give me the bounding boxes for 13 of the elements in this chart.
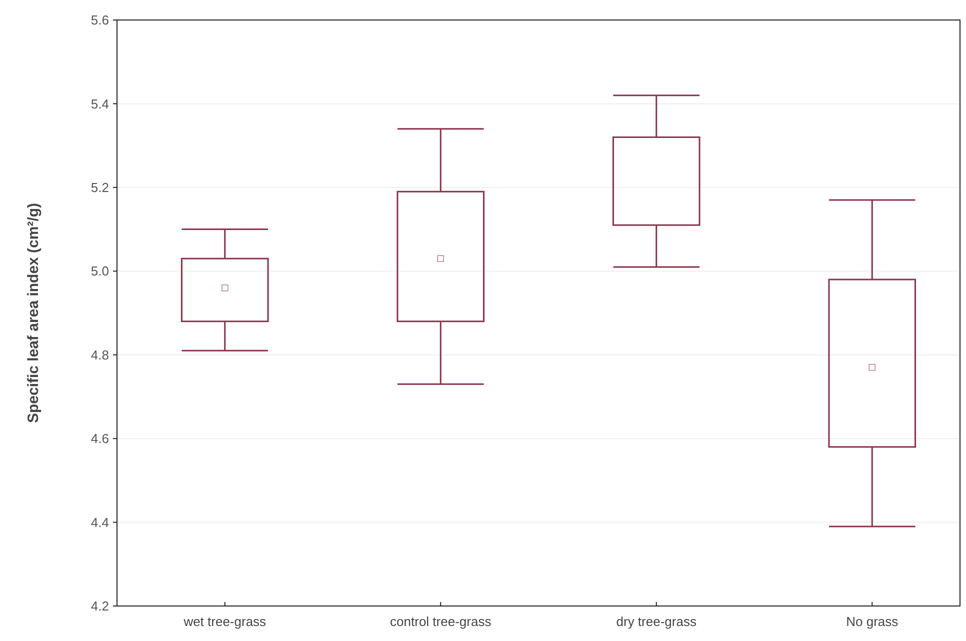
x-tick-label: wet tree-grass (182, 614, 267, 629)
y-tick-label: 4.8 (90, 347, 109, 362)
y-tick-label: 5.0 (90, 264, 109, 279)
y-axis-title: Specific leaf area index (cm²/g) (25, 202, 42, 424)
y-tick-label: 5.2 (90, 180, 109, 195)
x-tick-label: control tree-grass (390, 614, 492, 629)
y-tick-label: 5.6 (90, 12, 109, 28)
y-tick-label: 4.6 (90, 431, 109, 446)
x-tick-label: No grass (846, 614, 899, 629)
y-tick-label: 5.4 (90, 96, 109, 112)
y-tick-label: 4.2 (90, 598, 109, 614)
y-tick-label: 4.4 (90, 514, 109, 530)
x-tick-label: dry tree-grass (616, 614, 697, 629)
